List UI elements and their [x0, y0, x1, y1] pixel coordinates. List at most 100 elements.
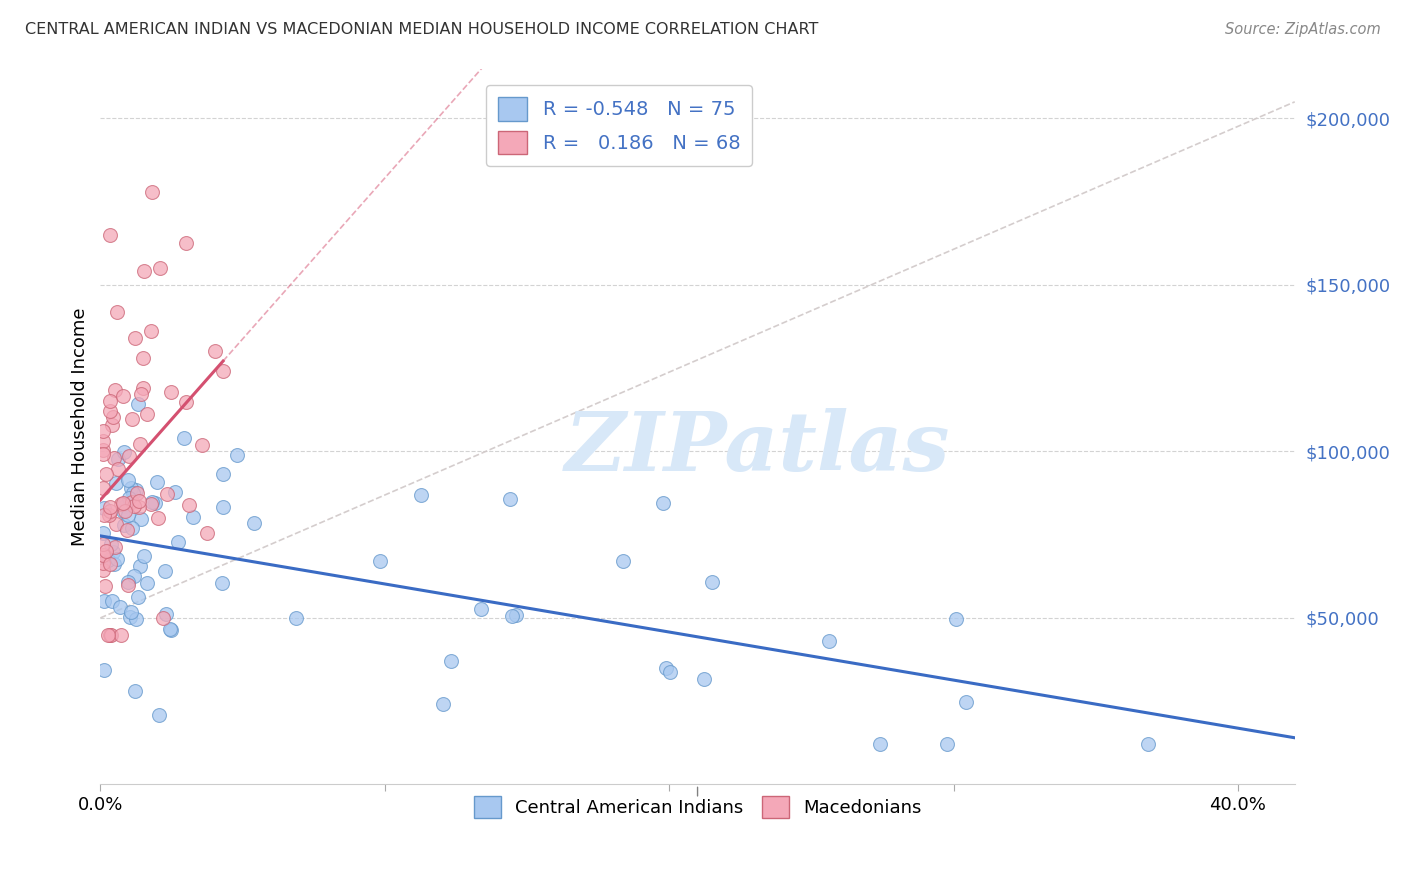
Point [183, 510, 205, 524]
Point [440, 654, 463, 668]
Point [945, 612, 967, 626]
Point [148, 708, 170, 723]
Point [91, 434, 114, 448]
Point [700, 574, 723, 589]
Point [100, 537, 122, 551]
Point [94, 467, 117, 481]
Point [108, 599, 131, 614]
Point [114, 499, 136, 513]
Point [136, 407, 159, 421]
Point [127, 397, 149, 411]
Point [120, 605, 142, 619]
Point [155, 565, 177, 579]
Point [869, 738, 891, 752]
Point [124, 683, 146, 698]
Point [125, 483, 148, 497]
Point [93, 593, 115, 607]
Point [179, 498, 201, 512]
Point [105, 517, 128, 532]
Point [156, 486, 179, 500]
Point [132, 264, 155, 278]
Point [659, 665, 682, 680]
Point [91, 446, 114, 460]
Point [118, 609, 141, 624]
Point [91, 526, 114, 541]
Point [195, 526, 218, 541]
Point [146, 511, 169, 525]
Point [107, 451, 129, 466]
Point [121, 495, 143, 509]
Point [91, 482, 114, 496]
Point [505, 607, 527, 622]
Point [91, 549, 114, 563]
Point [103, 410, 125, 425]
Point [160, 385, 183, 400]
Point [117, 473, 139, 487]
Point [103, 450, 125, 465]
Point [97, 553, 120, 567]
Point [91, 548, 114, 562]
Point [432, 697, 454, 711]
Text: Source: ZipAtlas.com: Source: ZipAtlas.com [1225, 22, 1381, 37]
Point [470, 602, 492, 616]
Point [128, 493, 150, 508]
Point [146, 475, 169, 490]
Point [139, 324, 162, 338]
Point [110, 497, 132, 511]
Text: ZIPatlas: ZIPatlas [565, 408, 950, 488]
Point [132, 381, 155, 395]
Point [125, 612, 148, 626]
Point [212, 467, 235, 481]
Point [124, 331, 146, 345]
Point [111, 503, 134, 517]
Point [105, 475, 128, 490]
Point [105, 551, 128, 566]
Point [122, 499, 145, 513]
Point [129, 386, 152, 401]
Point [118, 491, 141, 505]
Point [141, 495, 163, 509]
Text: CENTRAL AMERICAN INDIAN VS MACEDONIAN MEDIAN HOUSEHOLD INCOME CORRELATION CHART: CENTRAL AMERICAN INDIAN VS MACEDONIAN ME… [25, 22, 818, 37]
Point [97, 627, 120, 641]
Point [143, 496, 166, 510]
Point [204, 344, 226, 359]
Point [112, 496, 135, 510]
Point [91, 537, 114, 551]
Point [98, 404, 121, 418]
Point [117, 523, 139, 537]
Point [226, 448, 249, 462]
Point [166, 535, 188, 549]
Point [141, 497, 163, 511]
Point [612, 554, 634, 568]
Point [160, 624, 183, 638]
Point [935, 738, 957, 752]
Point [100, 627, 122, 641]
Point [103, 557, 125, 571]
Point [120, 482, 142, 496]
Point [955, 695, 977, 709]
Point [94, 579, 117, 593]
Point [112, 518, 135, 533]
Point [93, 508, 115, 522]
Point [121, 486, 143, 500]
Point [91, 563, 114, 577]
Point [173, 431, 195, 445]
Point [100, 627, 122, 641]
Point [818, 634, 841, 648]
Point [91, 556, 114, 570]
Point [121, 521, 143, 535]
Point [651, 496, 673, 510]
Point [101, 417, 124, 432]
Point [98, 557, 121, 571]
Point [165, 485, 187, 500]
Point [104, 383, 127, 397]
Point [499, 492, 522, 507]
Point [117, 508, 139, 523]
Point [118, 449, 141, 463]
Point [98, 504, 121, 518]
Point [654, 661, 676, 675]
Point [121, 412, 143, 426]
Point [159, 622, 181, 636]
Point [212, 500, 235, 515]
Point [411, 487, 433, 501]
